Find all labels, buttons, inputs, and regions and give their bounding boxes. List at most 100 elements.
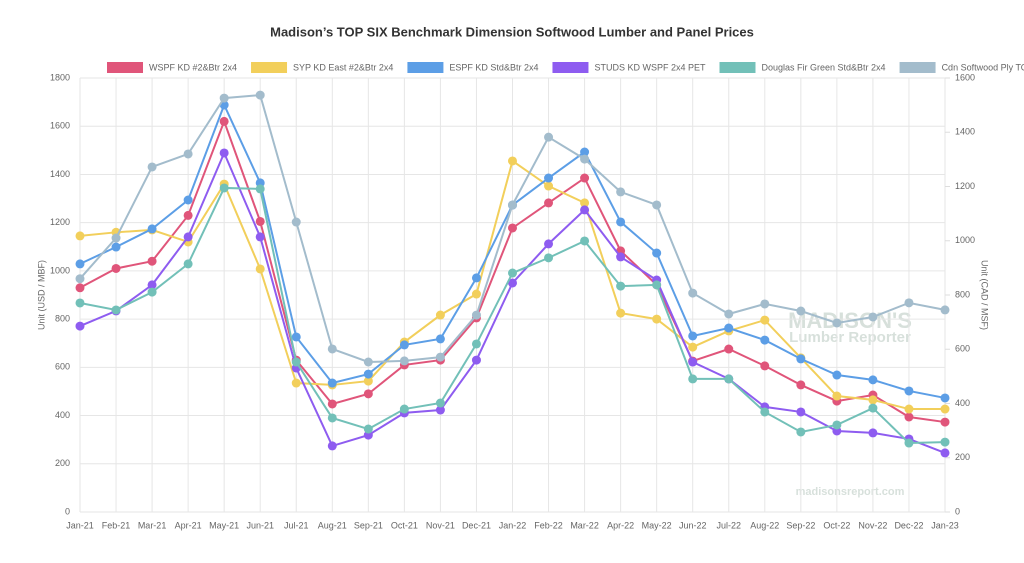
x-tick-label: Dec-21 xyxy=(462,520,491,530)
data-point xyxy=(508,156,517,166)
data-point xyxy=(868,375,878,385)
data-point xyxy=(544,239,554,249)
legend-label: Cdn Softwood Ply TO 9.5mm xyxy=(942,62,1024,72)
data-point xyxy=(363,369,373,379)
y2-tick-label: 1000 xyxy=(955,235,975,245)
data-point xyxy=(75,321,85,331)
data-point xyxy=(255,216,265,226)
data-point xyxy=(327,441,337,451)
x-tick-label: Jan-23 xyxy=(931,520,959,530)
data-point xyxy=(832,318,842,328)
data-point xyxy=(544,173,554,183)
data-point xyxy=(183,210,193,220)
data-point xyxy=(327,378,337,388)
x-tick-label: Jun-22 xyxy=(679,520,707,530)
data-point xyxy=(183,232,193,242)
data-point xyxy=(832,370,842,380)
data-point xyxy=(616,187,626,197)
legend-swatch xyxy=(719,62,756,73)
x-tick-label: Mar-22 xyxy=(570,520,599,530)
x-tick-label: Aug-21 xyxy=(318,520,347,530)
y2-tick-label: 400 xyxy=(955,398,970,408)
y-tick-label: 600 xyxy=(55,362,70,372)
data-point xyxy=(796,427,806,437)
data-point xyxy=(904,386,914,396)
data-point xyxy=(147,162,157,172)
data-point xyxy=(508,200,517,210)
data-point xyxy=(291,378,301,388)
data-point xyxy=(832,420,842,430)
data-point xyxy=(327,413,337,423)
data-point xyxy=(580,147,590,157)
x-tick-label: Jul-21 xyxy=(284,520,309,530)
data-point xyxy=(580,205,590,215)
data-point xyxy=(904,298,914,308)
data-point xyxy=(796,306,806,316)
data-point xyxy=(75,259,85,269)
x-tick-label: Sep-22 xyxy=(786,520,815,530)
data-point xyxy=(363,389,373,399)
data-point xyxy=(435,405,445,415)
data-point xyxy=(111,242,121,252)
data-point xyxy=(508,223,517,233)
x-tick-label: Sep-21 xyxy=(354,520,383,530)
data-point xyxy=(544,253,554,263)
data-point xyxy=(147,280,157,290)
data-point xyxy=(616,308,626,318)
data-point xyxy=(435,352,445,362)
y-tick-label: 0 xyxy=(65,506,70,516)
y2-tick-label: 1600 xyxy=(955,72,975,82)
y-tick-label: 400 xyxy=(55,410,70,420)
legend-label: WSPF KD #2&Btr 2x4 xyxy=(149,62,237,72)
x-tick-label: Mar-21 xyxy=(138,520,167,530)
data-point xyxy=(868,428,878,438)
x-tick-label: Apr-21 xyxy=(175,520,202,530)
data-point xyxy=(688,342,698,352)
data-point xyxy=(399,340,409,350)
data-point xyxy=(580,154,590,164)
data-point xyxy=(652,248,662,258)
y-tick-label: 800 xyxy=(55,313,70,323)
data-point xyxy=(940,448,950,458)
legend-swatch xyxy=(899,62,936,73)
data-point xyxy=(868,395,878,405)
data-point xyxy=(508,278,517,288)
data-point xyxy=(219,93,229,103)
data-point xyxy=(580,173,590,183)
data-point xyxy=(147,287,157,297)
data-point xyxy=(904,412,914,422)
data-point xyxy=(75,231,85,241)
data-point xyxy=(688,357,698,367)
data-point xyxy=(471,289,481,299)
x-tick-label: Jan-22 xyxy=(499,520,527,530)
data-point xyxy=(544,132,554,142)
data-point xyxy=(147,224,157,234)
data-point xyxy=(616,217,626,227)
data-point xyxy=(832,391,842,401)
data-point xyxy=(580,198,590,208)
x-tick-label: May-21 xyxy=(209,520,239,530)
data-point xyxy=(363,424,373,434)
x-tick-label: Feb-22 xyxy=(534,520,563,530)
data-point xyxy=(904,438,914,448)
data-point xyxy=(75,283,85,293)
data-point xyxy=(724,344,734,354)
data-point xyxy=(616,281,626,291)
data-point xyxy=(688,288,698,298)
data-point xyxy=(760,299,770,309)
x-tick-label: Feb-21 xyxy=(102,520,131,530)
x-tick-label: Nov-22 xyxy=(858,520,887,530)
data-point xyxy=(724,309,734,319)
x-tick-label: Jan-21 xyxy=(66,520,94,530)
legend-swatch xyxy=(107,62,143,73)
data-point xyxy=(147,256,157,266)
data-point xyxy=(399,404,409,414)
watermark: Lumber Reporter xyxy=(789,329,911,346)
watermark: madisonsreport.com xyxy=(796,486,905,498)
legend-label: Douglas Fir Green Std&Btr 2x4 xyxy=(762,62,886,72)
x-tick-label: Jul-22 xyxy=(716,520,741,530)
data-point xyxy=(508,268,517,278)
data-point xyxy=(760,361,770,371)
